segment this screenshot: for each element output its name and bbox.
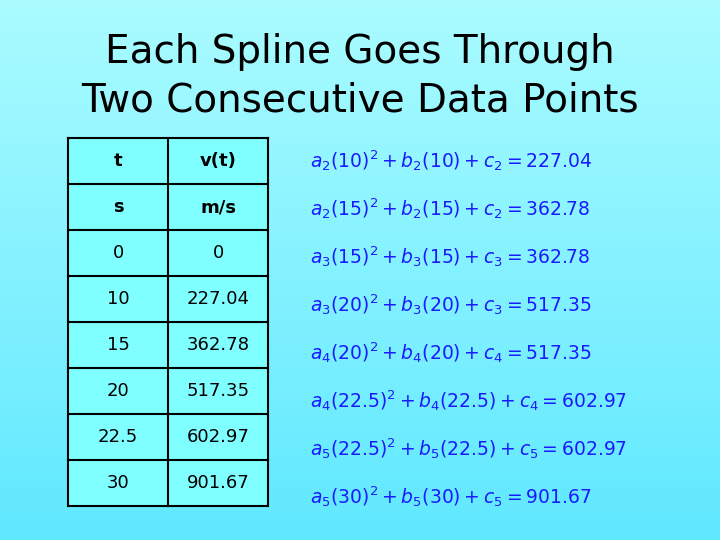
Bar [68, 138, 268, 506]
Text: $a_2(15)^2 + b_2(15) + c_2 = 362.78$: $a_2(15)^2 + b_2(15) + c_2 = 362.78$ [310, 196, 590, 221]
Text: v(t): v(t) [199, 152, 236, 170]
Text: 0: 0 [112, 244, 124, 262]
Text: $a_4(20)^2 + b_4(20) + c_4 = 517.35$: $a_4(20)^2 + b_4(20) + c_4 = 517.35$ [310, 340, 591, 365]
Text: 517.35: 517.35 [186, 382, 250, 400]
Text: $a_2(10)^2 + b_2(10) + c_2 = 227.04$: $a_2(10)^2 + b_2(10) + c_2 = 227.04$ [310, 148, 592, 173]
Text: 901.67: 901.67 [186, 474, 249, 492]
Text: $a_5(22.5)^2 + b_5(22.5) + c_5 = 602.97$: $a_5(22.5)^2 + b_5(22.5) + c_5 = 602.97$ [310, 436, 627, 461]
Text: $a_3(20)^2 + b_3(20) + c_3 = 517.35$: $a_3(20)^2 + b_3(20) + c_3 = 517.35$ [310, 292, 591, 317]
Text: 10: 10 [107, 290, 130, 308]
Text: t: t [114, 152, 122, 170]
Text: $a_4(22.5)^2 + b_4(22.5) + c_4 = 602.97$: $a_4(22.5)^2 + b_4(22.5) + c_4 = 602.97$ [310, 388, 627, 413]
Text: 22.5: 22.5 [98, 428, 138, 446]
Text: 0: 0 [212, 244, 224, 262]
Text: m/s: m/s [200, 198, 236, 216]
Text: 20: 20 [107, 382, 130, 400]
Text: 362.78: 362.78 [186, 336, 250, 354]
Text: 227.04: 227.04 [186, 290, 250, 308]
Text: 30: 30 [107, 474, 130, 492]
Text: s: s [113, 198, 123, 216]
Text: Two Consecutive Data Points: Two Consecutive Data Points [81, 81, 639, 119]
Text: 602.97: 602.97 [186, 428, 249, 446]
Text: $a_3(15)^2 + b_3(15) + c_3 = 362.78$: $a_3(15)^2 + b_3(15) + c_3 = 362.78$ [310, 244, 590, 269]
Text: 15: 15 [107, 336, 130, 354]
Text: $a_5(30)^2 + b_5(30) + c_5 = 901.67$: $a_5(30)^2 + b_5(30) + c_5 = 901.67$ [310, 484, 591, 509]
Text: Each Spline Goes Through: Each Spline Goes Through [105, 33, 615, 71]
